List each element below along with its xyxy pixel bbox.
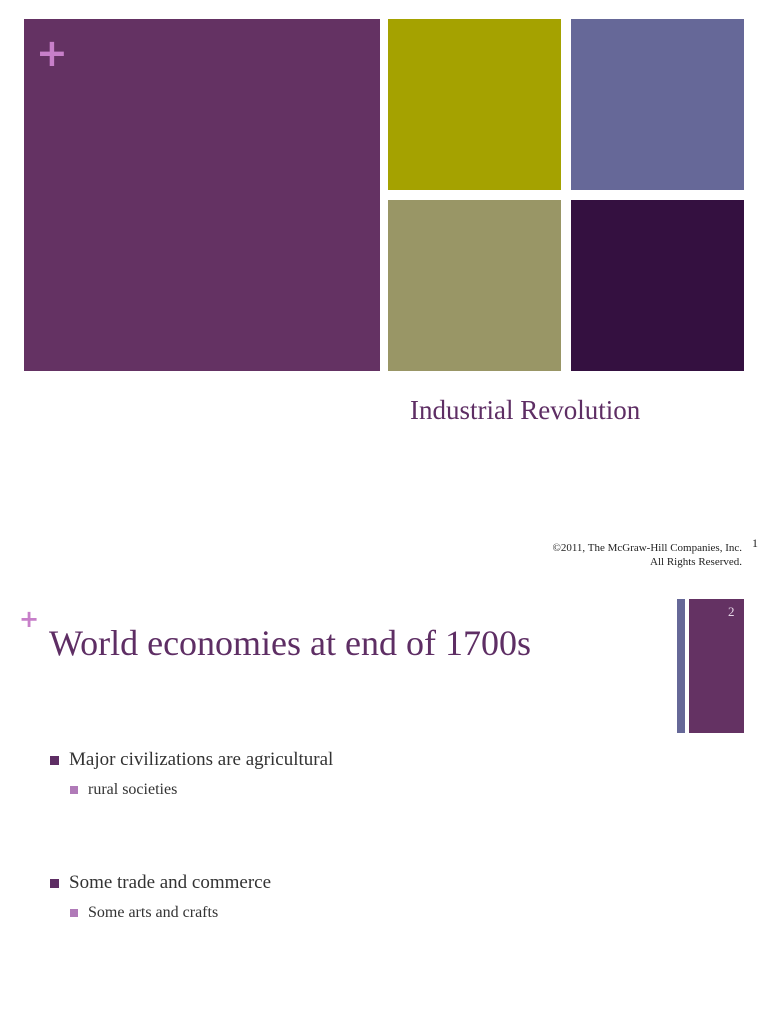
khaki-tile (388, 200, 561, 371)
bullet-text: Major civilizations are agricultural (69, 749, 334, 770)
slide-number-panel (689, 599, 744, 733)
copyright-notice: ©2011, The McGraw-Hill Companies, Inc. A… (552, 541, 742, 569)
bullet-square-icon (50, 878, 59, 888)
dark-purple-tile (571, 200, 744, 371)
plus-icon: + (19, 605, 40, 633)
slide2-title: World economies at end of 1700s (49, 623, 531, 663)
purple-panel (24, 19, 380, 371)
slide1-number: 1 (752, 536, 758, 550)
slide1-title: Industrial Revolution (410, 395, 641, 425)
list-subitem: rural societies (70, 781, 177, 799)
bullet-square-icon (50, 755, 59, 765)
rights-line: All Rights Reserved. (650, 556, 742, 568)
slide2-number: 2 (728, 604, 735, 619)
bullet-square-icon (70, 786, 78, 794)
olive-tile (388, 19, 561, 190)
list-item: Major civilizations are agricultural (50, 749, 333, 771)
copyright-line: ©2011, The McGraw-Hill Companies, Inc. (552, 542, 742, 554)
bullet-subtext: rural societies (88, 781, 178, 798)
bullet-text: Some trade and commerce (69, 872, 272, 893)
bullet-subtext: Some arts and crafts (88, 904, 219, 921)
slate-tile (571, 19, 744, 190)
plus-icon: + (36, 31, 68, 75)
bullet-square-icon (70, 909, 78, 917)
list-subitem: Some arts and crafts (70, 904, 218, 922)
list-item: Some trade and commerce (50, 872, 271, 894)
slide-number-stripe (677, 599, 685, 733)
